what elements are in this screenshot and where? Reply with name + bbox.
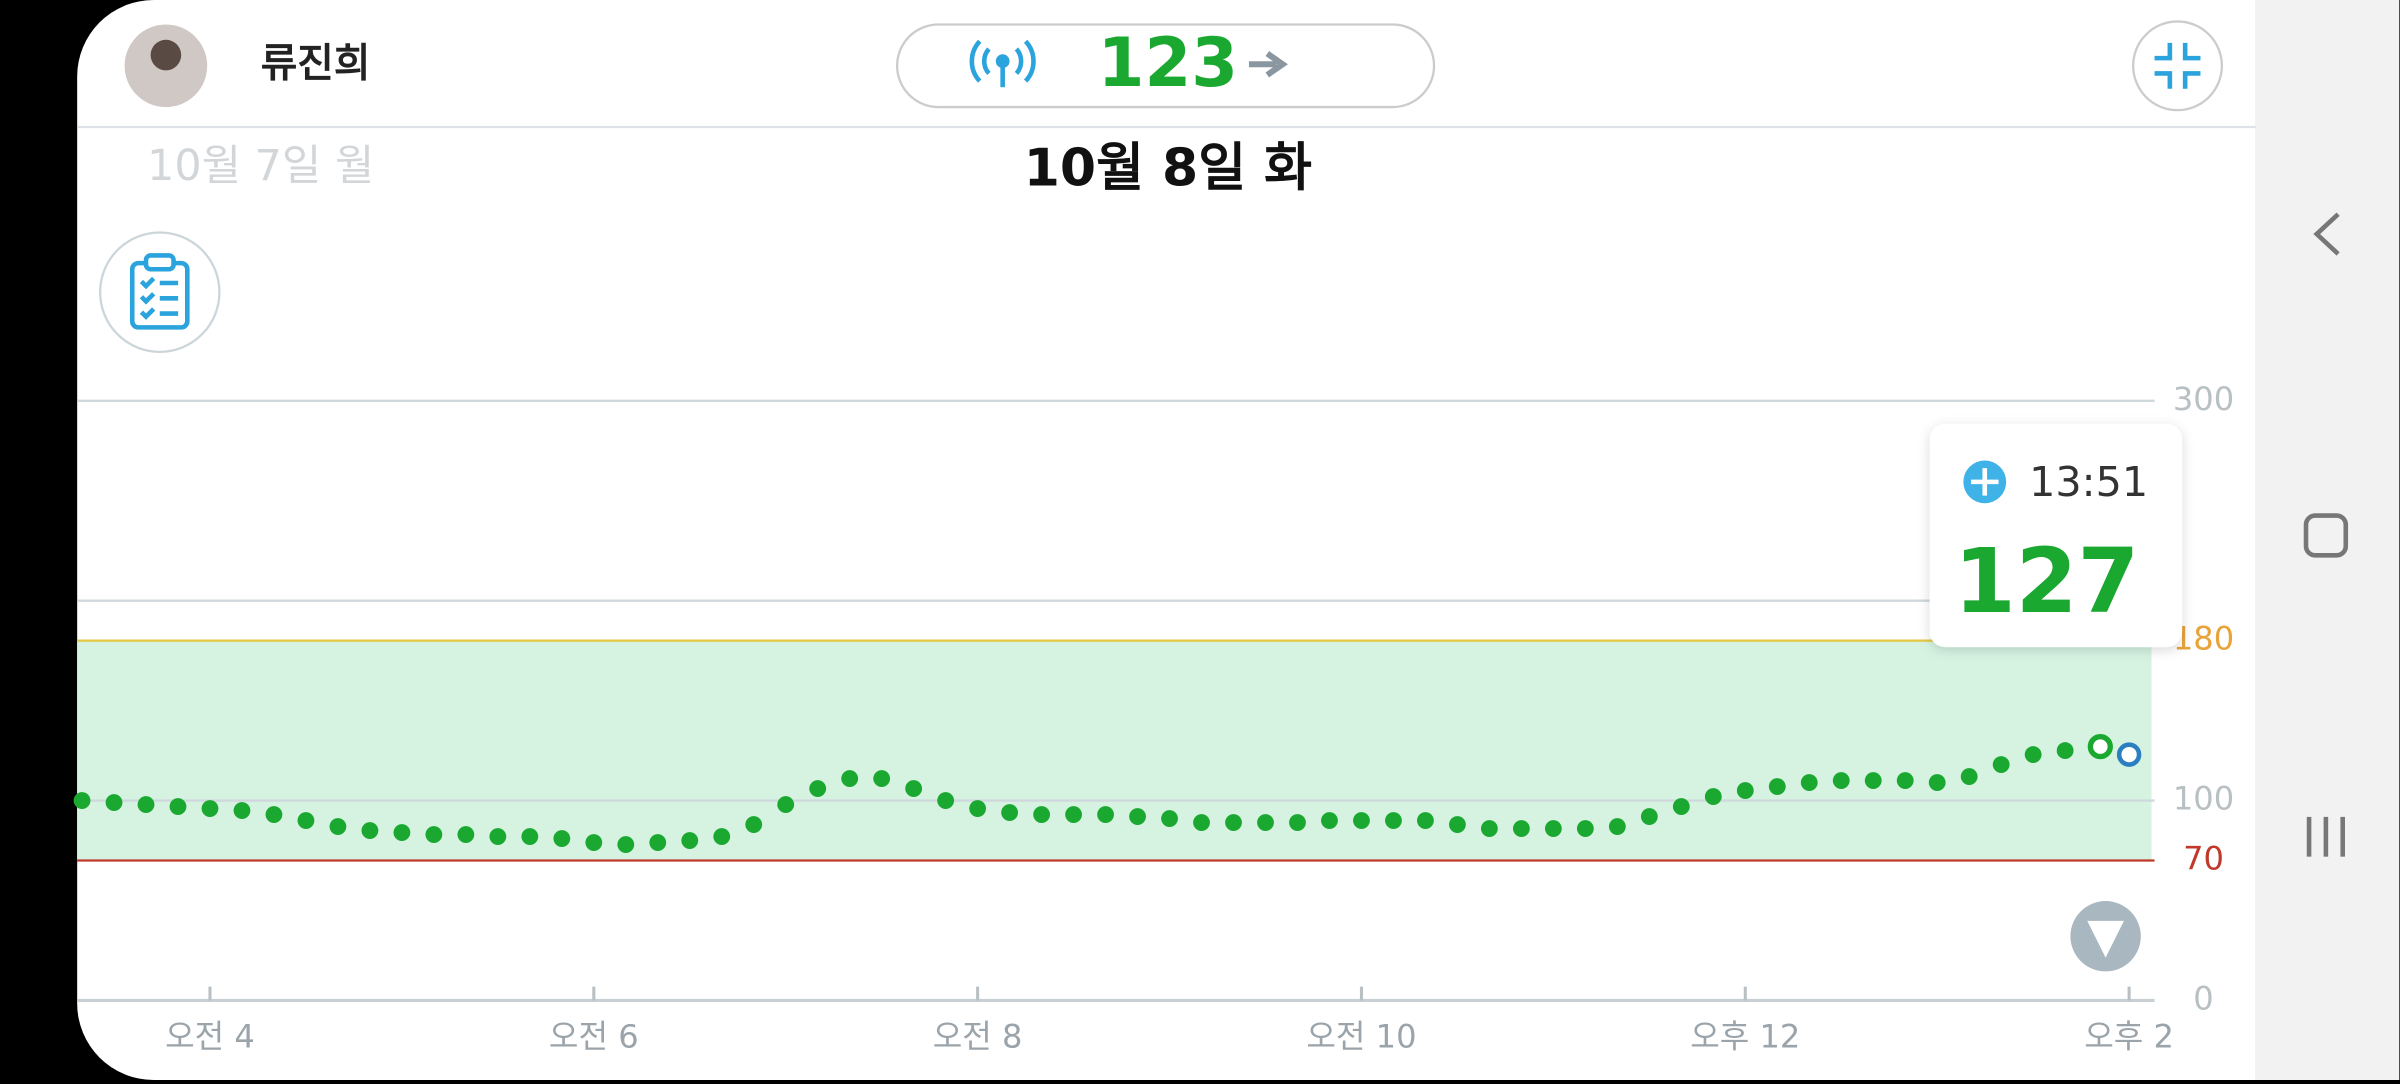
glucose-dot: [1449, 816, 1466, 833]
glucose-dot: [201, 800, 219, 817]
glucose-dot: [745, 816, 763, 833]
glucose-dot: [1353, 812, 1370, 829]
glucose-dot: [1129, 808, 1146, 825]
collapse-button[interactable]: [2131, 20, 2224, 112]
glucose-dot: [1512, 820, 1530, 837]
x-tick-label: 오후 12: [1690, 1018, 1800, 1056]
glucose-dot: [2056, 742, 2074, 760]
glucose-dot: [489, 828, 507, 845]
glucose-dot: [1289, 814, 1306, 831]
glucose-dot: [169, 798, 187, 815]
glucose-dot: [1800, 774, 1818, 791]
glucose-dot: [1321, 812, 1338, 829]
current-point: [2116, 742, 2142, 767]
y-tick-label: 300: [2173, 380, 2234, 418]
glucose-dot: [1065, 806, 1083, 823]
glucose-dot: [1257, 814, 1274, 831]
glucose-dot: [905, 780, 923, 797]
glucose-dot: [1992, 756, 2010, 774]
glucose-dot: [1768, 778, 1786, 795]
glucose-dot: [1928, 774, 1946, 791]
glucose-dot: [1576, 820, 1594, 837]
glucose-dot: [1672, 798, 1690, 815]
glucose-dot: [265, 806, 283, 823]
glucose-dot: [233, 802, 251, 819]
glucose-dot: [329, 818, 347, 835]
glucose-dot: [1417, 812, 1434, 829]
x-tick-label: 오전 8: [933, 1018, 1023, 1056]
glucose-dot: [1385, 812, 1402, 829]
glucose-dot: [1033, 806, 1051, 823]
glucose-dot: [1608, 818, 1626, 835]
clipboard-icon: [129, 253, 190, 330]
glucose-dot: [553, 830, 571, 847]
glucose-dot: [425, 826, 443, 843]
avatar-face: [150, 39, 182, 71]
recents-button[interactable]: [2306, 816, 2346, 857]
trend-arrow: [1248, 51, 1288, 78]
home-button[interactable]: [2303, 513, 2349, 558]
glucose-dot: [1960, 768, 1978, 785]
log-button[interactable]: [98, 231, 221, 353]
glucose-dot: [649, 834, 667, 851]
glucose-dot: [105, 794, 123, 811]
scroll-now-icon: [2087, 920, 2124, 958]
glucose-dot: [873, 770, 891, 787]
glucose-dot: [1832, 772, 1850, 789]
add-icon-plus: [1970, 468, 1999, 496]
glucose-dot: [1097, 806, 1114, 823]
glucose-dot: [1736, 782, 1754, 799]
glucose-dot: [457, 826, 475, 843]
glucose-dot: [585, 834, 603, 851]
highlight-point: [2087, 733, 2113, 760]
glucose-dot: [1225, 814, 1242, 831]
glucose-chart: 0 70 100 180 300 오전 4 오전 6 오전 8 오전 10 오후 12 오후 2 13…: [73, 380, 2234, 1056]
glucose-dot: [713, 828, 731, 845]
date: 10월 8일 화: [1024, 138, 1312, 198]
x-tick-label: 오전 10: [1306, 1018, 1416, 1056]
glucose-dot: [1001, 804, 1019, 821]
glucose-dot: [1161, 810, 1178, 827]
nav-bar: [2255, 0, 2400, 1080]
collapse-icon: [2154, 42, 2201, 89]
y-tick-label: 180: [2173, 620, 2234, 658]
glucose-dot: [1544, 820, 1562, 837]
target-range: [77, 640, 2152, 861]
glucose-dot: [969, 800, 987, 817]
glucose-dot: [2024, 746, 2042, 764]
glucose-dot: [1864, 772, 1882, 789]
y-tick-label: 0: [2193, 979, 2213, 1017]
glucose-dot: [521, 828, 539, 845]
y-tick-label: 100: [2173, 780, 2234, 818]
glucose-dot: [1640, 808, 1658, 825]
back-button[interactable]: [2313, 212, 2340, 256]
signal-icon: [969, 39, 1036, 88]
user-name: 류진희: [261, 40, 371, 86]
glucose-dot: [937, 792, 955, 809]
glucose-dot: [1193, 814, 1210, 831]
x-tick-label: 오전 6: [549, 1018, 639, 1056]
glucose-dot: [361, 822, 379, 839]
glucose-dot: [809, 780, 827, 797]
glucose-dot: [1704, 788, 1722, 805]
x-tick-label: 오후 2: [2084, 1018, 2174, 1056]
prev-date[interactable]: 10월 7일 월: [147, 141, 374, 191]
glucose-dot: [137, 796, 155, 813]
glucose-dot: [73, 792, 91, 809]
tooltip-time: 13:51: [2029, 458, 2148, 506]
x-tick-label: 오전 4: [165, 1018, 255, 1056]
glucose-dot: [681, 832, 699, 849]
y-tick-label: 70: [2183, 840, 2224, 878]
current-reading: 123: [1098, 24, 1238, 102]
glucose-dot: [841, 770, 859, 787]
glucose-dot: [617, 836, 635, 853]
glucose-dot: [777, 796, 795, 813]
glucose-dot: [297, 812, 315, 829]
glucose-dot: [1896, 772, 1914, 789]
tooltip-value: 127: [1954, 530, 2139, 633]
glucose-dot: [1480, 820, 1498, 837]
glucose-dot: [393, 824, 411, 841]
